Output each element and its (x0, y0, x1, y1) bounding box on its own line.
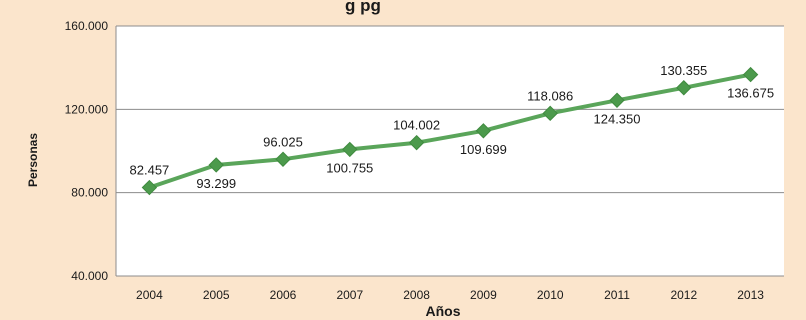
y-tick-label: 40.000 (71, 269, 108, 283)
y-tick-label: 120.000 (65, 102, 109, 116)
data-label: 124.350 (594, 111, 641, 126)
y-axis-tick-labels: 40.000 80.000 120.000 160.000 (65, 19, 109, 283)
data-point-marker (609, 92, 625, 108)
data-point-marker (141, 179, 158, 196)
data-label: 82.457 (130, 163, 170, 178)
chart-title: g pg (345, 0, 381, 15)
data-point-marker (408, 134, 425, 151)
x-tick-label: 2012 (670, 288, 697, 302)
y-tick-label: 80.000 (71, 186, 108, 200)
gridlines (115, 25, 784, 277)
data-label: 118.086 (527, 88, 573, 103)
x-tick-label: 2007 (336, 288, 363, 302)
x-tick-label: 2008 (403, 288, 430, 302)
x-tick-label: 2005 (203, 288, 230, 302)
x-tick-label: 2009 (470, 288, 497, 302)
data-point-marker (275, 151, 291, 167)
y-axis-title: Personas (26, 133, 40, 187)
data-point-marker (742, 66, 759, 83)
data-point-marker (342, 141, 358, 158)
x-tick-label: 2006 (270, 288, 297, 302)
data-label: 100.755 (326, 160, 373, 175)
x-tick-label: 2011 (604, 288, 630, 302)
data-label: 109.699 (460, 142, 507, 157)
data-point-marker (208, 157, 224, 173)
data-point-marker (475, 123, 492, 139)
data-labels: 82.457 93.299 96.025 100.755 104.002 109.699 1… (130, 63, 775, 191)
x-tick-label: 2013 (737, 288, 764, 302)
data-label: 93.299 (196, 176, 236, 191)
data-label: 130.355 (660, 63, 707, 78)
series-line (147, 72, 753, 190)
x-axis-tick-labels: 2004 2005 2006 2007 2008 2009 2010 2011 2012 2013 (136, 288, 764, 302)
x-axis-title: Años (426, 303, 461, 319)
plot-area (116, 26, 784, 276)
data-label: 96.025 (263, 134, 303, 149)
x-tick-label: 2010 (537, 288, 564, 302)
data-label: 104.002 (393, 118, 440, 133)
data-label: 136.675 (727, 86, 774, 101)
data-point-marker (676, 80, 692, 96)
y-tick-label: 160.000 (65, 19, 109, 33)
series-line-group (141, 66, 759, 196)
x-tick-label: 2004 (136, 288, 163, 302)
data-point-marker (542, 105, 558, 122)
